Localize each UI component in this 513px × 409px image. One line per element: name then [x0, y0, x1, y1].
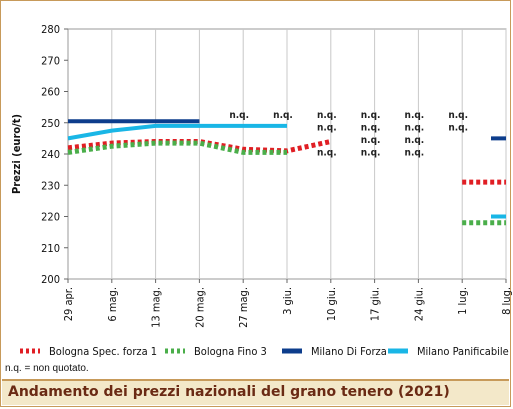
legend-swatch-icon	[388, 348, 408, 354]
x-tick-label: 6 mag.	[106, 287, 119, 322]
x-tick-label: 8 lug.	[500, 287, 512, 315]
y-axis-label: Prezzi (euro/t)	[10, 114, 23, 194]
line-chart: 200 210 220 230 240 250 260 270 280 29 apr. 6 mag.…	[10, 23, 512, 328]
x-tick-label: 13 mag.	[150, 287, 163, 328]
chart-title: Andamento dei prezzi nazionali del grano…	[8, 384, 450, 400]
annotation-label: n.q.	[361, 123, 381, 134]
x-tick-label: 24 giu.	[412, 287, 425, 321]
annotation-label: n.q.	[273, 110, 293, 121]
annotation-label: n.q.	[361, 148, 381, 159]
annotation-label: n.q.	[448, 123, 468, 134]
legend-label: Bologna Spec. forza 1	[49, 344, 158, 358]
y-tick-label: 260	[41, 86, 60, 99]
y-tick-label: 270	[41, 54, 60, 67]
legend-swatch-icon	[20, 348, 40, 354]
annotation-label: n.q.	[405, 110, 425, 121]
x-tick-label: 10 giu.	[325, 287, 338, 321]
annotation-label: n.q.	[317, 148, 337, 159]
title-bar: Andamento dei prezzi nazionali del grano…	[2, 379, 509, 405]
legend-item: Bologna Spec. forza 1	[19, 341, 157, 361]
y-tick-label: 210	[41, 242, 60, 255]
annotation-label: n.q.	[361, 110, 381, 121]
legend-item: Milano Di Forza	[281, 341, 387, 361]
annotation-label: n.q.	[229, 110, 249, 121]
x-tick-label: 27 mag.	[237, 287, 250, 328]
y-tick-label: 240	[41, 148, 60, 161]
legend-label: Milano Panificabile	[417, 344, 509, 358]
legend-item: Bologna Fino 3	[164, 341, 267, 361]
y-tick-label: 230	[41, 179, 60, 192]
chart-legend: Bologna Spec. forza 1 Bologna Fino 3 Mil…	[19, 341, 509, 361]
annotation-label: n.q.	[361, 135, 381, 146]
legend-label: Milano Di Forza	[311, 344, 387, 358]
y-tick-label: 250	[41, 117, 60, 130]
annotation-label: n.q.	[317, 110, 337, 121]
annotation-label: n.q.	[317, 123, 337, 134]
annotation-label: n.q.	[405, 123, 425, 134]
x-tick-label: 29 apr.	[62, 287, 75, 321]
x-tick-label: 1 lug.	[456, 287, 469, 315]
y-tick-label: 280	[41, 23, 60, 36]
y-tick-label: 200	[41, 273, 60, 286]
footnote: n.q. = non quotato.	[5, 363, 89, 374]
legend-item: Milano Panificabile	[387, 341, 509, 361]
series-line	[67, 140, 287, 155]
x-tick-label: 20 mag.	[193, 287, 206, 328]
x-tick-label: 3 giu.	[281, 287, 294, 315]
annotation-label: n.q.	[405, 135, 425, 146]
annotation-label: n.q.	[448, 110, 468, 121]
legend-swatch-icon	[165, 348, 185, 354]
legend-label: Bologna Fino 3	[194, 344, 267, 358]
legend-swatch-icon	[282, 348, 302, 354]
y-tick-label: 220	[41, 211, 60, 224]
annotation-label: n.q.	[405, 148, 425, 159]
series-line	[67, 123, 287, 141]
x-tick-label: 17 giu.	[369, 287, 382, 321]
